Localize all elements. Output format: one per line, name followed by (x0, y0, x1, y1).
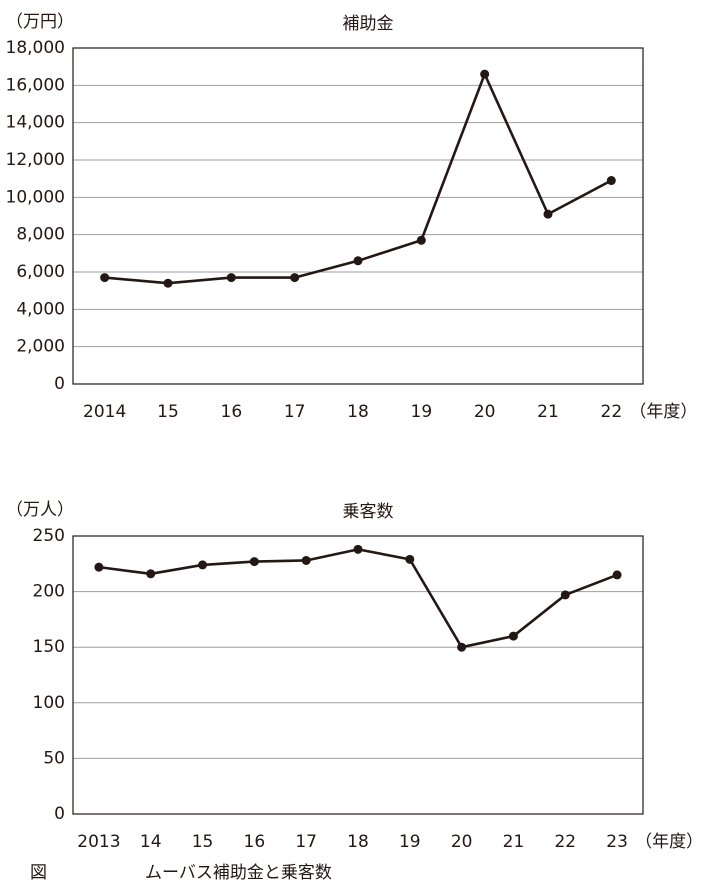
x-tick-label: 20 (474, 402, 496, 422)
x-tick-label: 22 (601, 402, 623, 422)
point (100, 273, 110, 283)
y-tick-label: 250 (33, 526, 65, 546)
x-tick-label: 16 (221, 402, 243, 422)
point (249, 557, 259, 567)
y-tick-label: 150 (33, 637, 65, 657)
y-tick-label: 0 (54, 374, 65, 394)
plot-frame (72, 535, 644, 815)
x-tick-label: 19 (411, 402, 433, 422)
point (353, 256, 363, 266)
point (301, 555, 311, 565)
x-tick-label: 19 (399, 832, 421, 852)
x-tick-label: 20 (451, 832, 473, 852)
x-tick-label: 18 (347, 402, 369, 422)
x-unit: （年度） (629, 402, 697, 422)
point (163, 278, 173, 288)
caption: ムーバス補助金と乗客数 (145, 863, 332, 883)
point (353, 544, 363, 554)
y-tick-label: 8,000 (16, 225, 65, 245)
y-unit: （万人） (6, 500, 74, 520)
x-tick-label: 16 (244, 832, 266, 852)
y-tick-label: 200 (33, 582, 65, 602)
point (480, 69, 490, 79)
point (612, 570, 622, 580)
chart-title: 乗客数 (343, 502, 394, 522)
x-tick-label: 17 (295, 832, 317, 852)
point (198, 560, 208, 570)
x-tick-label: 18 (347, 832, 369, 852)
x-tick-label: 21 (503, 832, 525, 852)
x-tick-label: 21 (537, 402, 559, 422)
x-tick-label: 23 (606, 832, 628, 852)
y-tick-label: 16,000 (6, 75, 65, 95)
line (98, 548, 618, 649)
y-tick-label: 6,000 (16, 262, 65, 282)
point (416, 235, 426, 245)
point (606, 176, 616, 186)
y-tick-label: 2,000 (16, 337, 65, 357)
point (146, 569, 156, 579)
x-tick-label: 15 (157, 402, 179, 422)
point (290, 273, 300, 283)
x-tick-label: 15 (192, 832, 214, 852)
line (104, 72, 612, 285)
y-tick-label: 10,000 (6, 187, 65, 207)
y-tick-label: 0 (54, 804, 65, 824)
x-tick-label: 2013 (77, 832, 120, 852)
y-tick-label: 12,000 (6, 150, 65, 170)
figure-label: 図 (30, 863, 47, 883)
point (508, 631, 518, 641)
point (94, 562, 104, 572)
y-tick-label: 4,000 (16, 299, 65, 319)
y-tick-label: 18,000 (6, 38, 65, 58)
point (405, 554, 415, 564)
x-tick-label: 14 (140, 832, 162, 852)
point (457, 642, 467, 652)
x-tick-label: 22 (554, 832, 576, 852)
x-tick-label: 17 (284, 402, 306, 422)
point (226, 273, 236, 283)
plot-frame (72, 47, 644, 385)
point (560, 590, 570, 600)
chart-title: 補助金 (343, 14, 394, 34)
y-unit: （万円） (6, 12, 74, 32)
y-tick-label: 14,000 (6, 113, 65, 133)
point (543, 209, 553, 219)
x-unit: （年度） (635, 832, 703, 852)
y-tick-label: 50 (43, 748, 65, 768)
y-tick-label: 100 (33, 693, 65, 713)
x-tick-label: 2014 (83, 402, 126, 422)
